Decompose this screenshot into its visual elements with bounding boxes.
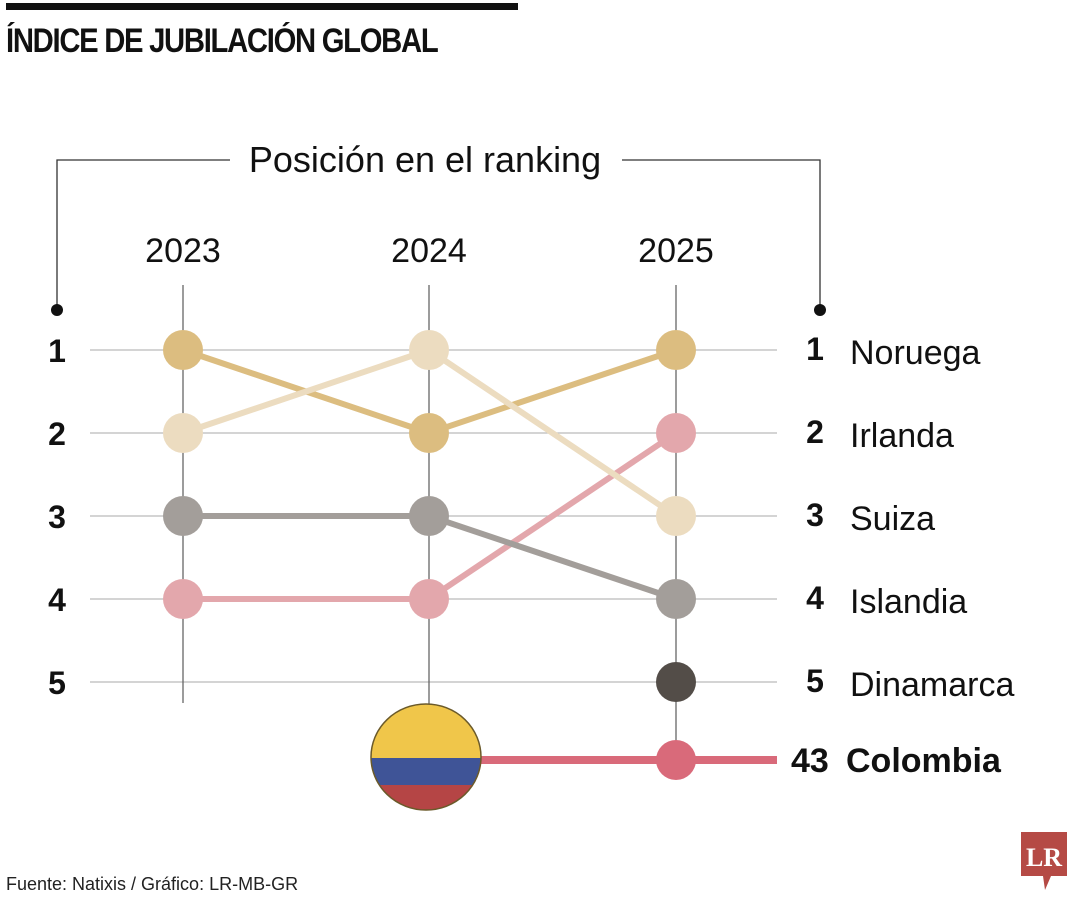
- data-point-colombia: [656, 740, 696, 780]
- data-point-irlanda: [656, 413, 696, 453]
- data-point-irlanda: [163, 579, 203, 619]
- bracket-dot-right: [814, 304, 826, 316]
- data-point-suiza: [656, 496, 696, 536]
- colombia-rank-label: 43: [791, 742, 829, 780]
- chart-subtitle: Posición en el ranking: [249, 139, 601, 180]
- bracket-left: [56, 159, 230, 305]
- title-bar-rule: [6, 3, 518, 10]
- flag-stripe-blue: [371, 758, 481, 785]
- source-note: Fuente: Natixis / Gráfico: LR-MB-GR: [6, 874, 299, 894]
- bracket-dot-left: [51, 304, 63, 316]
- y-tick-label: 1: [48, 333, 66, 369]
- country-label: Islandia: [850, 583, 967, 621]
- x-tick-label: 2025: [638, 232, 714, 270]
- rank-label: 2: [806, 414, 824, 450]
- flag-stripe-yellow: [371, 704, 481, 758]
- rank-label: 3: [806, 497, 824, 533]
- y-tick-label: 2: [48, 416, 66, 452]
- data-point-islandia: [656, 579, 696, 619]
- country-label: Irlanda: [850, 417, 954, 455]
- colombia-flag-icon: [370, 703, 482, 811]
- chart-title: ÍNDICE DE JUBILACIÓN GLOBAL: [6, 22, 439, 60]
- data-point-dinamarca: [656, 662, 696, 702]
- colombia-country-label: Colombia: [846, 742, 1002, 780]
- data-point-irlanda: [409, 579, 449, 619]
- y-tick-label: 5: [48, 665, 66, 701]
- rank-label: 4: [806, 580, 824, 616]
- lr-logo: LR: [1021, 832, 1067, 890]
- data-point-noruega: [409, 413, 449, 453]
- data-point-islandia: [163, 496, 203, 536]
- y-tick-label: 3: [48, 499, 66, 535]
- data-point-noruega: [163, 330, 203, 370]
- rank-label: 5: [806, 663, 824, 699]
- country-label: Noruega: [850, 334, 981, 372]
- x-tick-label: 2023: [145, 232, 221, 270]
- data-point-suiza: [163, 413, 203, 453]
- rank-label: 1: [806, 331, 824, 367]
- country-label: Suiza: [850, 500, 935, 538]
- x-tick-label: 2024: [391, 232, 467, 270]
- bracket-right: [622, 159, 821, 305]
- data-point-noruega: [656, 330, 696, 370]
- data-point-islandia: [409, 496, 449, 536]
- country-label: Dinamarca: [850, 666, 1014, 704]
- y-tick-label: 4: [48, 582, 66, 618]
- svg-text:LR: LR: [1026, 843, 1062, 872]
- data-point-suiza: [409, 330, 449, 370]
